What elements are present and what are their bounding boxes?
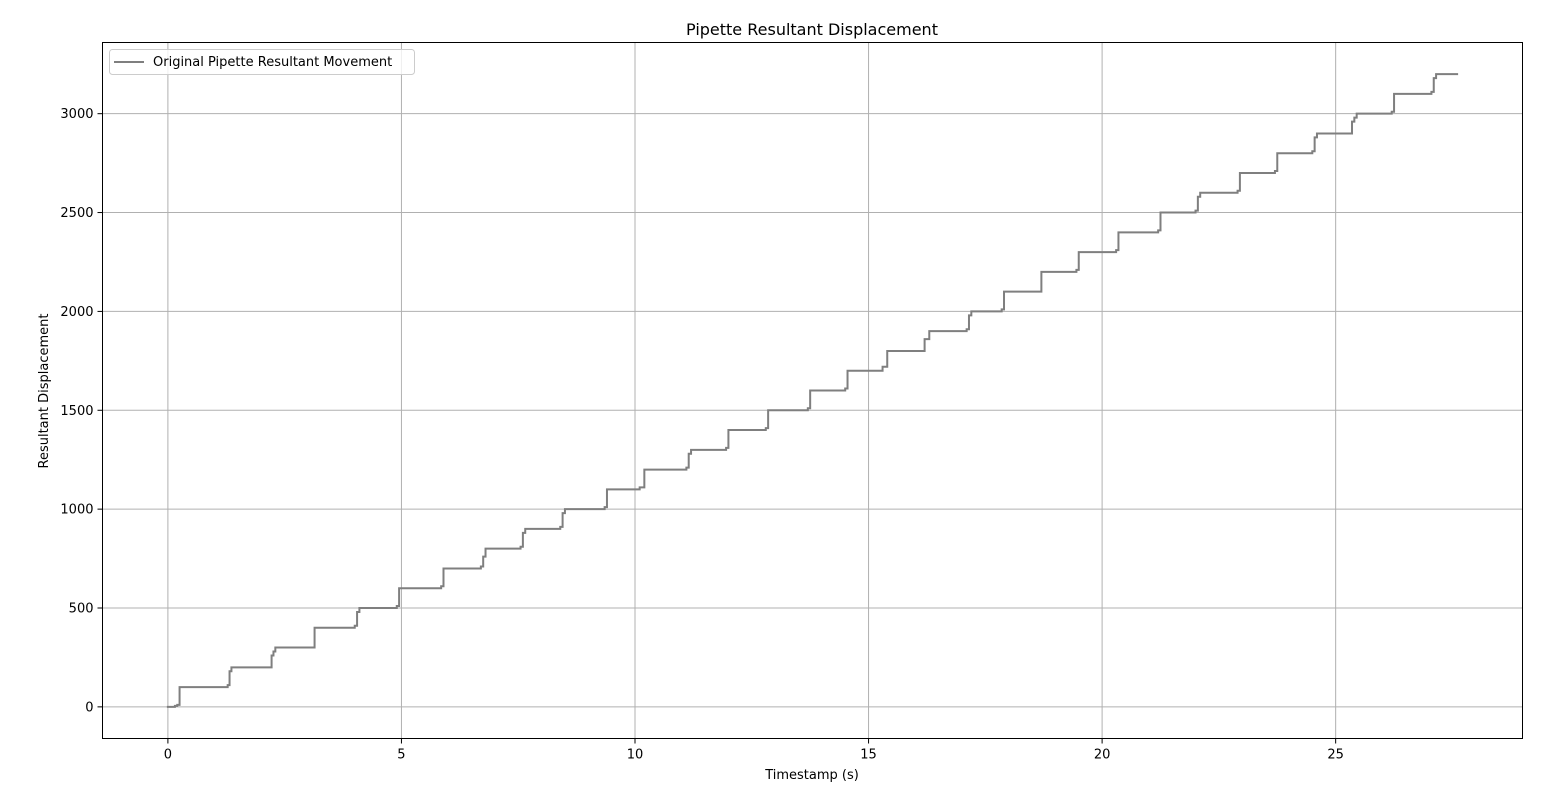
y-tick-label: 3000 — [60, 107, 93, 122]
y-tick-label: 2000 — [60, 305, 93, 320]
y-tick-label: 500 — [69, 602, 94, 617]
x-tick-label: 20 — [1094, 748, 1111, 763]
x-tick-label: 0 — [164, 748, 172, 763]
chart-title: Pipette Resultant Displacement — [686, 20, 938, 39]
y-tick-label: 0 — [85, 700, 93, 715]
x-tick-label: 15 — [860, 748, 877, 763]
x-tick-label: 25 — [1327, 748, 1344, 763]
x-tick-label: 5 — [397, 748, 405, 763]
x-tick-label: 10 — [627, 748, 644, 763]
plot-frame — [102, 42, 1523, 739]
y-axis-label: Resultant Displacement — [37, 314, 52, 469]
series-layer — [166, 73, 1459, 708]
legend-label: Original Pipette Resultant Movement — [153, 55, 392, 70]
grid — [102, 42, 1523, 739]
x-axis-label: Timestamp (s) — [764, 768, 859, 783]
legend-box — [109, 49, 415, 75]
ticks: 0 5 10 15 20 25 0 500 1000 1500 2000 2500 3000 — [60, 107, 1344, 762]
y-tick-label: 1500 — [60, 404, 93, 419]
y-tick-label: 2500 — [60, 206, 93, 221]
series-line-0 — [166, 73, 1459, 708]
legend: Original Pipette Resultant Movement — [109, 49, 415, 75]
y-tick-label: 1000 — [60, 503, 93, 518]
